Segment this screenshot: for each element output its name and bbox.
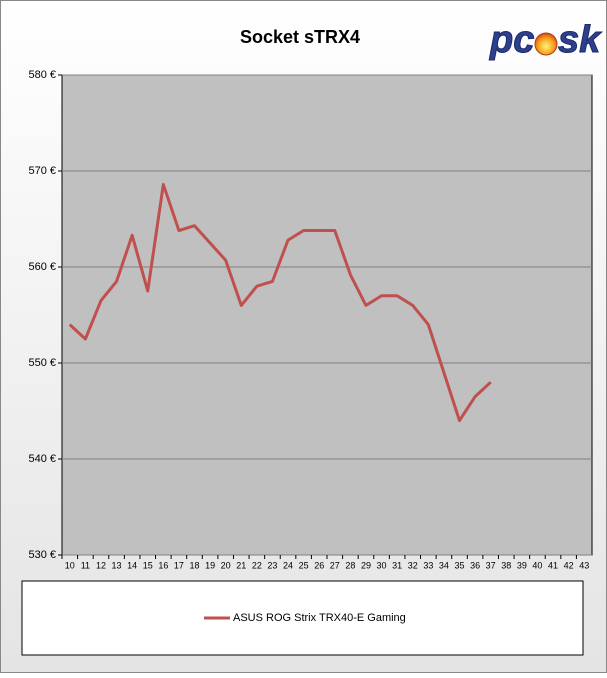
x-tick-label: 15 — [143, 560, 153, 570]
x-tick-label: 24 — [283, 560, 293, 570]
x-tick-label: 33 — [423, 560, 433, 570]
x-tick-label: 40 — [532, 560, 542, 570]
x-tick-label: 19 — [205, 560, 215, 570]
legend-label: ASUS ROG Strix TRX40-E Gaming — [233, 612, 406, 624]
legend — [21, 580, 584, 656]
y-tick-label: 580 € — [28, 69, 56, 81]
x-tick-label: 39 — [517, 560, 527, 570]
x-tick-label: 37 — [486, 560, 496, 570]
x-tick-label: 14 — [127, 560, 137, 570]
x-tick-label: 22 — [252, 560, 262, 570]
x-tick-label: 10 — [65, 560, 75, 570]
x-tick-label: 13 — [112, 560, 122, 570]
x-tick-label: 20 — [221, 560, 231, 570]
x-tick-label: 21 — [236, 560, 246, 570]
x-tick-label: 12 — [96, 560, 106, 570]
x-tick-label: 28 — [345, 560, 355, 570]
y-tick-label: 530 € — [28, 549, 56, 561]
x-tick-label: 17 — [174, 560, 184, 570]
x-tick-label: 11 — [81, 560, 90, 570]
x-tick-label: 25 — [299, 560, 309, 570]
x-tick-label: 34 — [439, 560, 449, 570]
x-tick-label: 42 — [564, 560, 574, 570]
y-tick-label: 540 € — [28, 453, 56, 465]
x-tick-label: 27 — [330, 560, 340, 570]
x-tick-label: 35 — [454, 560, 464, 570]
x-tick-label: 26 — [314, 560, 324, 570]
logo-right: sk — [558, 19, 602, 61]
plot-area — [61, 74, 593, 556]
x-tick-label: 23 — [267, 560, 277, 570]
x-tick-label: 31 — [392, 560, 402, 570]
x-tick-label: 38 — [501, 560, 511, 570]
x-tick-label: 29 — [361, 560, 371, 570]
y-tick-label: 550 € — [28, 357, 56, 369]
x-tick-label: 16 — [158, 560, 168, 570]
x-tick-label: 18 — [189, 560, 199, 570]
x-tick-label: 32 — [408, 560, 418, 570]
y-tick-label: 560 € — [28, 261, 56, 273]
x-tick-label: 43 — [579, 560, 589, 570]
x-tick-label: 36 — [470, 560, 480, 570]
line-series — [68, 182, 492, 423]
y-tick-label: 570 € — [28, 165, 56, 177]
x-tick-label: 41 — [548, 560, 558, 570]
logo-flame — [534, 32, 558, 56]
x-tick-label: 30 — [377, 560, 387, 570]
chart-title: Socket sTRX4 — [240, 27, 360, 47]
logo-left: pc — [489, 19, 534, 61]
logo: pc sk — [489, 19, 603, 62]
